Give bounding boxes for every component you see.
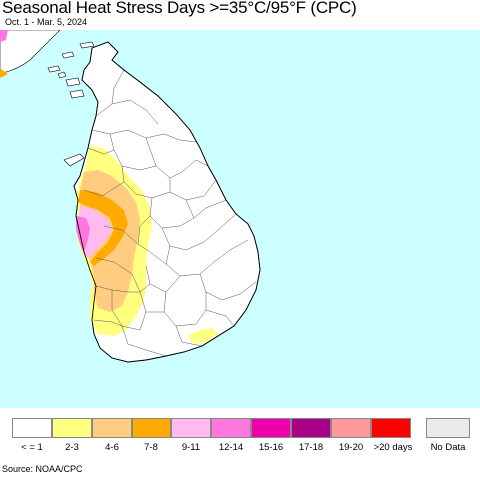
map-subtitle: Oct. 1 - Mar. 5, 2024 <box>5 17 88 27</box>
legend-label-6: 12-14 <box>218 442 244 453</box>
mannar-island <box>63 153 85 167</box>
legend-label-5: 9-11 <box>181 442 201 453</box>
legend-label-1: < = 1 <box>21 442 43 453</box>
legend-swatch-9 <box>331 418 371 438</box>
legend-label-4: 7-8 <box>144 442 158 453</box>
legend-nodata-swatch <box>426 418 470 438</box>
legend: < = 1 2-3 4-6 7-8 9-11 12-14 15-16 17-18… <box>0 416 480 456</box>
legend-swatch-3 <box>92 418 132 438</box>
zone-12-14-days <box>76 216 90 252</box>
legend-swatch-1 <box>12 418 52 438</box>
india-coast-land <box>0 30 61 75</box>
source-credit: Source: NOAA/CPC <box>2 464 83 474</box>
zone-9-11-days <box>78 206 112 258</box>
legend-label-10: >20 days <box>373 442 413 453</box>
legend-swatch-4 <box>132 418 171 438</box>
legend-label-7: 15-16 <box>258 442 284 453</box>
zone-2-3-days-southeast <box>188 328 218 344</box>
legend-label-8: 17-18 <box>298 442 324 453</box>
legend-swatch-10 <box>371 418 411 438</box>
sri-lanka-coastline <box>73 41 261 363</box>
india-pink-patch <box>0 30 8 42</box>
legend-swatch-2 <box>52 418 92 438</box>
district-boundaries <box>83 69 257 357</box>
india-orange-patch <box>0 68 8 78</box>
legend-swatch-7 <box>251 418 291 438</box>
jaffna-islands <box>57 71 85 99</box>
map-title: Seasonal Heat Stress Days >=35°C/95°F (C… <box>2 0 357 17</box>
legend-swatch-5 <box>171 418 211 438</box>
legend-nodata-label: No Data <box>430 442 466 453</box>
legend-label-9: 19-20 <box>338 442 364 453</box>
heat-stress-map <box>0 30 480 408</box>
islands <box>47 41 95 73</box>
legend-label-3: 4-6 <box>105 442 119 453</box>
legend-swatch-8 <box>291 418 331 438</box>
legend-swatch-6 <box>211 418 251 438</box>
legend-label-2: 2-3 <box>65 442 79 453</box>
zone-7-8-days <box>78 190 128 266</box>
